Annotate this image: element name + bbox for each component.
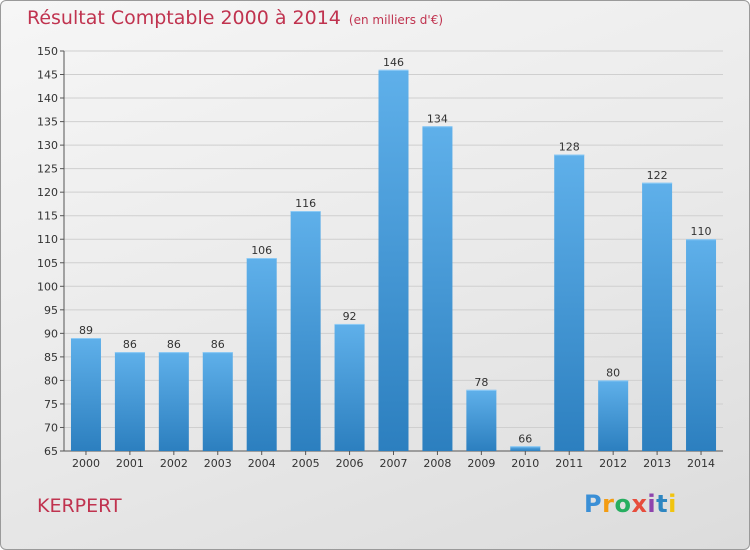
chart-title-main: Résultat Comptable 2000 à 2014 — [27, 7, 341, 29]
data-label: 78 — [474, 376, 488, 389]
y-tick-label: 125 — [37, 163, 58, 176]
data-label: 110 — [691, 225, 712, 238]
x-tick-label: 2005 — [292, 457, 320, 470]
commune-name: KERPERT — [37, 495, 122, 517]
bars — [70, 69, 717, 451]
y-tick-label: 115 — [37, 210, 58, 223]
bar-2002 — [158, 352, 189, 451]
x-tick-label: 2003 — [204, 457, 232, 470]
x-tick-label: 2012 — [599, 457, 627, 470]
data-label: 80 — [606, 366, 620, 379]
bar-2001 — [114, 352, 145, 451]
y-tick-label: 110 — [37, 233, 58, 246]
logo-letter: r — [602, 490, 615, 518]
y-tick-label: 145 — [37, 69, 58, 82]
logo-letter: t — [656, 490, 669, 518]
data-label: 66 — [518, 432, 532, 445]
bar-2000 — [70, 338, 101, 451]
logo-letter: i — [647, 490, 657, 518]
x-tick-label: 2008 — [423, 457, 451, 470]
x-tick-label: 2006 — [336, 457, 364, 470]
logo-letter: x — [631, 490, 648, 518]
y-tick-label: 105 — [37, 257, 58, 270]
y-tick-label: 135 — [37, 116, 58, 129]
x-tick-label: 2000 — [72, 457, 100, 470]
proxiti-logo[interactable]: Proxiti — [584, 490, 677, 518]
data-label: 122 — [647, 169, 668, 182]
data-label: 86 — [167, 338, 181, 351]
data-label: 134 — [427, 112, 448, 125]
y-tick-label: 75 — [44, 398, 58, 411]
x-tick-label: 2011 — [555, 457, 583, 470]
bar-2005 — [290, 211, 321, 451]
bar-2003 — [202, 352, 233, 451]
bar-2012 — [598, 380, 629, 451]
bar-2010 — [510, 446, 541, 451]
data-label: 89 — [79, 324, 93, 337]
x-tick-label: 2010 — [511, 457, 539, 470]
logo-letter: i — [668, 490, 677, 518]
bar-2006 — [334, 323, 365, 451]
y-tick-label: 120 — [37, 186, 58, 199]
data-label: 86 — [123, 338, 137, 351]
x-tick-label: 2014 — [687, 457, 715, 470]
bar-2009 — [466, 389, 497, 451]
y-tick-label: 100 — [37, 280, 58, 293]
data-label: 146 — [383, 56, 404, 69]
y-tick-label: 65 — [44, 445, 58, 458]
logo-letter: o — [614, 490, 632, 518]
y-tick-label: 80 — [44, 374, 58, 387]
x-tick-label: 2007 — [380, 457, 408, 470]
data-label: 128 — [559, 141, 580, 154]
y-tick-label: 95 — [44, 304, 58, 317]
bar-2004 — [246, 258, 277, 451]
chart-title: Résultat Comptable 2000 à 2014 (en millie… — [27, 7, 443, 29]
y-tick-label: 85 — [44, 351, 58, 364]
data-label: 92 — [343, 310, 357, 323]
x-tick-label: 2002 — [160, 457, 188, 470]
bar-2008 — [422, 126, 453, 451]
x-tick-label: 2001 — [116, 457, 144, 470]
chart-title-unit: (en milliers d'€) — [348, 13, 444, 27]
x-tick-label: 2013 — [643, 457, 671, 470]
data-label: 106 — [251, 244, 272, 257]
y-tick-label: 90 — [44, 327, 58, 340]
bar-2007 — [378, 69, 409, 451]
data-label: 116 — [295, 197, 316, 210]
y-tick-label: 140 — [37, 92, 58, 105]
data-label: 86 — [211, 338, 225, 351]
y-tick-label: 70 — [44, 421, 58, 434]
bar-2011 — [554, 154, 585, 451]
y-tick-label: 130 — [37, 139, 58, 152]
labels: 65 70 75 80 85 90 95 100 105 110 115 120 125 130 135 14… — [37, 45, 715, 470]
y-tick-label: 150 — [37, 45, 58, 58]
x-tick-label: 2009 — [467, 457, 495, 470]
x-tick-label: 2004 — [248, 457, 276, 470]
bar-2014 — [686, 239, 717, 451]
bar-2013 — [642, 182, 673, 451]
logo-letter: P — [584, 490, 603, 518]
